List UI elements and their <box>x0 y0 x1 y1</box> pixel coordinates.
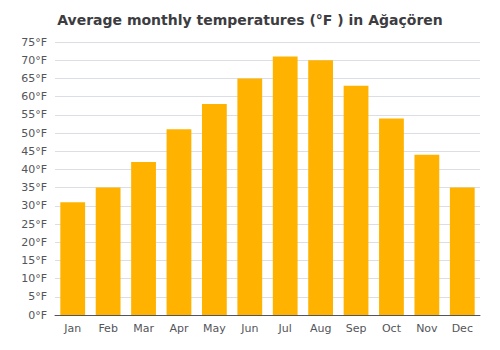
svg-text:Sep: Sep <box>346 322 367 335</box>
svg-text:40°F: 40°F <box>21 163 47 176</box>
svg-text:5°F: 5°F <box>28 290 47 303</box>
svg-text:75°F: 75°F <box>21 36 47 49</box>
svg-text:Dec: Dec <box>452 322 473 335</box>
svg-text:30°F: 30°F <box>21 199 47 212</box>
svg-text:20°F: 20°F <box>21 236 47 249</box>
svg-text:50°F: 50°F <box>21 127 47 140</box>
svg-text:Jun: Jun <box>240 322 258 335</box>
svg-text:0°F: 0°F <box>28 309 47 322</box>
svg-text:May: May <box>203 322 226 335</box>
svg-text:65°F: 65°F <box>21 72 47 85</box>
svg-text:Average monthly temperatures (: Average monthly temperatures (°F ) in Ağ… <box>57 12 443 28</box>
svg-text:25°F: 25°F <box>21 218 47 231</box>
svg-text:35°F: 35°F <box>21 181 47 194</box>
svg-text:60°F: 60°F <box>21 90 47 103</box>
svg-text:Aug: Aug <box>310 322 331 335</box>
svg-text:55°F: 55°F <box>21 108 47 121</box>
svg-text:Jan: Jan <box>63 322 81 335</box>
svg-text:Jul: Jul <box>278 322 292 335</box>
svg-text:Feb: Feb <box>98 322 117 335</box>
svg-text:Apr: Apr <box>169 322 189 335</box>
svg-text:Oct: Oct <box>382 322 402 335</box>
svg-text:10°F: 10°F <box>21 272 47 285</box>
svg-text:15°F: 15°F <box>21 254 47 267</box>
svg-text:45°F: 45°F <box>21 145 47 158</box>
svg-text:Mar: Mar <box>133 322 154 335</box>
svg-text:Nov: Nov <box>416 322 438 335</box>
svg-text:70°F: 70°F <box>21 54 47 67</box>
